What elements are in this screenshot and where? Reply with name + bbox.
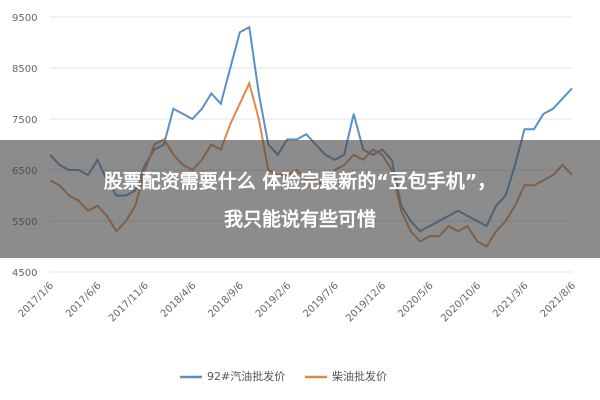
x-tick-label: 2020/10/6 xyxy=(439,280,483,324)
banner-text: 我只能说有些可惜 xyxy=(224,208,376,231)
x-tick-label: 2019/2/6 xyxy=(254,280,294,320)
legend-label: 92#汽油批发价 xyxy=(207,369,285,383)
y-tick-label: 4500 xyxy=(12,268,37,279)
x-tick-label: 2017/11/6 xyxy=(107,280,151,324)
banner-bg xyxy=(0,140,600,258)
x-tick-label: 2018/4/6 xyxy=(159,280,199,320)
banner-text: 股票配资需要什么 体验完最新的“豆包手机”， xyxy=(104,170,497,193)
x-tick-label: 2021/3/6 xyxy=(491,280,531,320)
y-tick-label: 7500 xyxy=(12,115,37,126)
x-tick-label: 2021/8/6 xyxy=(539,280,579,320)
legend-label: 柴油批发价 xyxy=(332,369,387,383)
y-tick-label: 8500 xyxy=(12,64,37,75)
x-tick-label: 2019/12/6 xyxy=(344,280,388,324)
x-tick-label: 2018/9/6 xyxy=(206,280,246,320)
x-tick-label: 2019/7/6 xyxy=(301,280,341,320)
x-tick-label: 2017/1/6 xyxy=(17,280,57,320)
x-tick-label: 2017/6/6 xyxy=(64,280,104,320)
y-tick-label: 9500 xyxy=(12,13,37,24)
x-tick-label: 2020/5/6 xyxy=(396,280,436,320)
